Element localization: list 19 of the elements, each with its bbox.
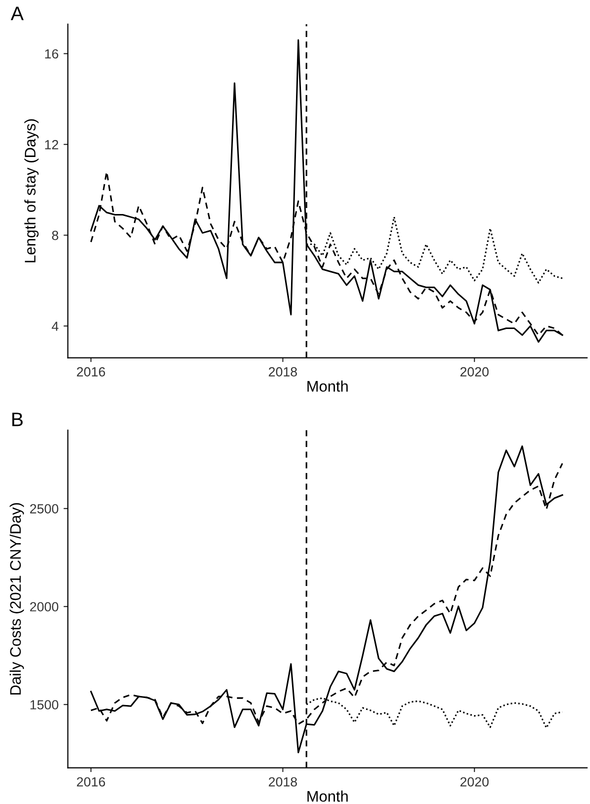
y-tick-label: 12 xyxy=(45,140,58,150)
x-tick-label: 2018 xyxy=(268,777,297,787)
y-tick-label: 8 xyxy=(52,230,58,240)
x-tick-label: 2020 xyxy=(460,777,489,787)
x-axis-title: Month xyxy=(307,380,348,392)
y-axis-title: Daily Costs (2021 CNY/Day) xyxy=(10,503,24,695)
y-tick-label: 1500 xyxy=(30,700,58,710)
x-axis-title: Month xyxy=(307,790,348,802)
x-tick-label: 2020 xyxy=(460,367,489,376)
chart-title: A xyxy=(10,6,24,20)
y-tick-label: 4 xyxy=(52,322,58,331)
x-tick-label: 2016 xyxy=(76,777,106,787)
y-axis-title: Length of stay (Days) xyxy=(24,119,39,262)
x-tick-label: 2016 xyxy=(76,367,106,376)
chart-title: B xyxy=(12,412,23,426)
y-tick-label: 2500 xyxy=(30,504,58,514)
y-tick-label: 16 xyxy=(45,49,58,59)
x-tick-label: 2018 xyxy=(268,367,297,376)
y-tick-label: 2000 xyxy=(30,602,58,612)
